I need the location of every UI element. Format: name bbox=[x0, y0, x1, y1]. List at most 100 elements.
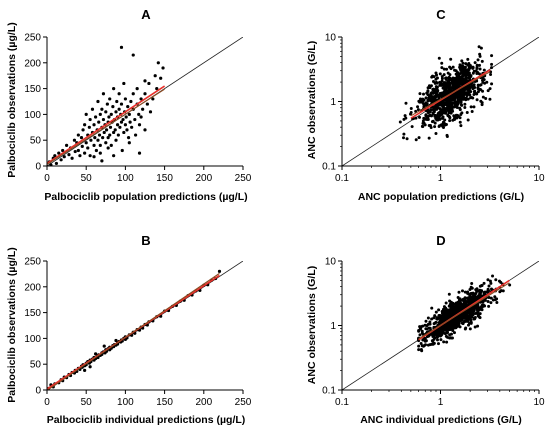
data-point bbox=[101, 136, 105, 140]
data-point bbox=[79, 136, 84, 140]
data-point bbox=[80, 144, 84, 148]
data-point bbox=[451, 311, 455, 315]
data-point bbox=[467, 71, 471, 75]
data-point bbox=[109, 143, 113, 147]
data-point bbox=[441, 309, 445, 313]
data-point bbox=[436, 329, 440, 333]
data-point bbox=[470, 286, 474, 290]
x-tick-label: 100 bbox=[117, 173, 134, 184]
data-point bbox=[105, 102, 109, 106]
data-point bbox=[434, 71, 438, 75]
data-point bbox=[461, 94, 465, 98]
x-axis-label: Palbociclib population predictions (µg/L… bbox=[44, 191, 247, 203]
data-point bbox=[123, 123, 127, 127]
data-point bbox=[448, 333, 452, 337]
data-point bbox=[440, 326, 444, 330]
data-point bbox=[431, 112, 435, 116]
data-point bbox=[457, 320, 461, 324]
data-point bbox=[112, 130, 116, 135]
data-point bbox=[458, 106, 462, 110]
data-point bbox=[448, 336, 452, 340]
data-point bbox=[486, 299, 490, 303]
data-point bbox=[417, 329, 421, 333]
data-point bbox=[465, 111, 469, 115]
data-point bbox=[114, 138, 118, 142]
data-point bbox=[442, 90, 446, 94]
data-point bbox=[102, 344, 106, 348]
data-point bbox=[104, 141, 108, 145]
data-point bbox=[409, 112, 413, 116]
data-point bbox=[489, 287, 493, 291]
plot-area bbox=[47, 261, 243, 390]
data-point bbox=[424, 319, 428, 323]
data-point bbox=[53, 154, 57, 158]
data-point bbox=[427, 136, 431, 140]
y-tick-label: 0 bbox=[35, 162, 41, 173]
data-point bbox=[101, 117, 106, 122]
data-point bbox=[458, 116, 462, 120]
y-tick-label: 100 bbox=[24, 334, 41, 345]
data-point bbox=[431, 119, 435, 123]
data-point bbox=[421, 97, 425, 101]
data-point bbox=[472, 105, 476, 109]
data-point bbox=[469, 74, 473, 78]
data-point bbox=[439, 83, 443, 87]
y-tick-label: 1 bbox=[330, 97, 336, 108]
data-point bbox=[115, 123, 120, 127]
y-axis-label: Palbociclib observations (µg/L) bbox=[6, 247, 18, 402]
data-point bbox=[153, 74, 157, 78]
data-point bbox=[463, 65, 467, 69]
data-point bbox=[449, 111, 453, 115]
data-point bbox=[433, 314, 437, 318]
data-point bbox=[159, 76, 163, 80]
data-point bbox=[445, 67, 449, 71]
data-point bbox=[440, 66, 444, 70]
data-point bbox=[107, 115, 111, 119]
data-point bbox=[431, 88, 435, 92]
data-point bbox=[443, 328, 447, 332]
data-point bbox=[469, 96, 473, 100]
data-point bbox=[440, 123, 444, 127]
panel-b: B Palbociclib individual predictions (µg… bbox=[6, 233, 252, 426]
y-axis-label: ANC observations (G/L) bbox=[306, 266, 318, 384]
data-point bbox=[450, 98, 454, 102]
data-point bbox=[490, 54, 494, 58]
data-point bbox=[466, 57, 470, 61]
data-point bbox=[486, 287, 490, 291]
x-tick-label: 200 bbox=[195, 173, 212, 184]
data-point bbox=[441, 311, 445, 315]
data-point bbox=[444, 317, 448, 321]
data-point bbox=[128, 120, 132, 124]
data-point bbox=[475, 287, 479, 291]
data-point bbox=[447, 324, 451, 328]
data-point bbox=[456, 98, 460, 102]
y-tick-label: 150 bbox=[24, 84, 41, 95]
data-point bbox=[461, 66, 465, 70]
data-point bbox=[439, 81, 443, 85]
data-point bbox=[139, 115, 143, 119]
data-point bbox=[441, 111, 445, 115]
data-point bbox=[147, 81, 151, 86]
data-point bbox=[445, 100, 449, 104]
data-point bbox=[139, 97, 143, 101]
panel-letter: B bbox=[141, 233, 150, 248]
x-axis-label: ANC individual predictions (G/L) bbox=[360, 414, 522, 426]
data-point bbox=[476, 87, 480, 91]
data-point bbox=[101, 92, 106, 96]
data-point bbox=[443, 332, 447, 336]
data-point bbox=[119, 45, 124, 49]
data-point bbox=[442, 340, 446, 344]
data-point bbox=[428, 124, 432, 128]
data-point bbox=[135, 87, 139, 91]
data-point bbox=[430, 306, 434, 310]
data-point bbox=[477, 45, 481, 49]
data-point bbox=[448, 73, 452, 77]
data-point bbox=[436, 342, 440, 346]
data-point bbox=[417, 344, 421, 348]
data-point bbox=[444, 324, 448, 328]
data-point bbox=[447, 79, 451, 83]
x-tick-label: 250 bbox=[235, 173, 252, 184]
data-point bbox=[417, 348, 421, 352]
data-point bbox=[435, 76, 439, 80]
data-point bbox=[475, 98, 479, 102]
